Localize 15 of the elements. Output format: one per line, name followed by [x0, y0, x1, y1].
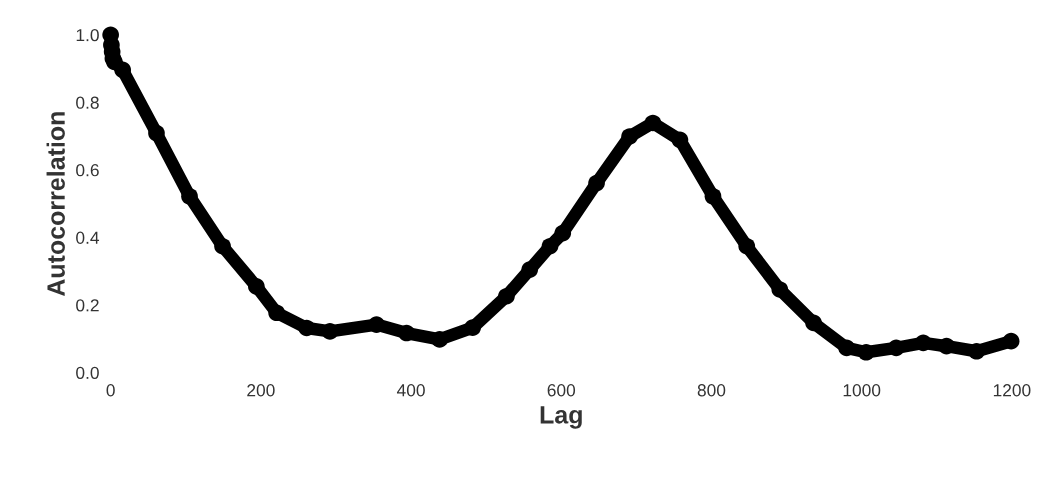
x-tick-label: 1200: [993, 384, 1031, 397]
y-tick-label: 0.4: [76, 231, 100, 244]
y-tick-label: 0.0: [76, 366, 99, 379]
y-tick-label: 1.0: [76, 28, 99, 42]
x-tick-label: 600: [547, 384, 576, 397]
y-tick-label: 0.8: [76, 96, 99, 109]
x-tick-label: 1000: [843, 384, 881, 397]
x-tick-label: 400: [396, 384, 425, 397]
y-axis-title: Autocorrelation: [46, 112, 65, 297]
y-tick-label: 0.2: [76, 299, 99, 312]
y-tick-label: 0.6: [76, 164, 99, 177]
x-tick-label: 800: [697, 384, 726, 397]
x-tick-label: 200: [247, 384, 275, 397]
x-axis-title: Lag: [540, 406, 582, 429]
x-tick-label: 0: [106, 384, 115, 397]
